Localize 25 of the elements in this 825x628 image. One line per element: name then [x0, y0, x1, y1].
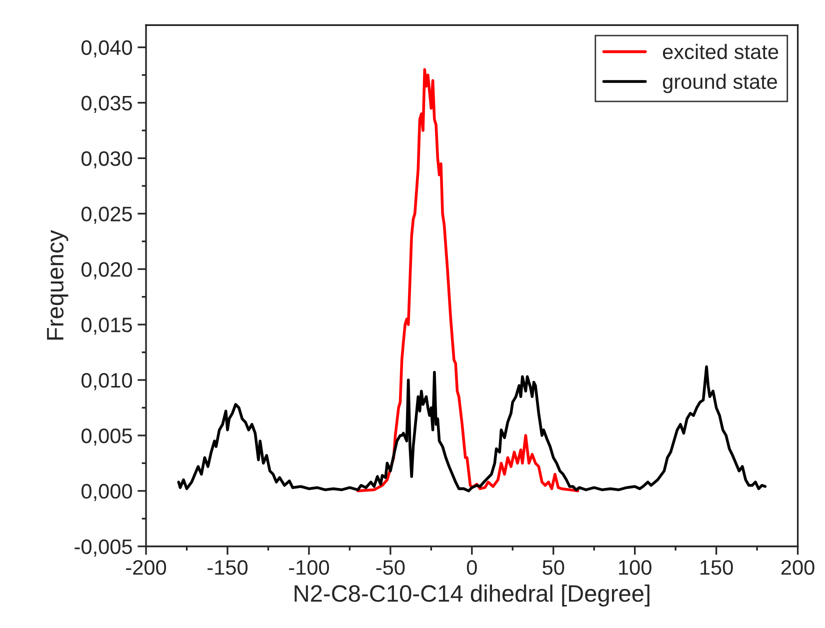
y-tick-label: 0,025 — [82, 206, 132, 224]
x-tick-label: 200 — [781, 560, 814, 575]
y-axis-title: Frequency — [47, 230, 68, 340]
x-tick-label: 150 — [700, 560, 733, 575]
x-tick-label: 50 — [542, 560, 564, 575]
y-tick-label: -0,005 — [74, 539, 132, 557]
line-series — [177, 365, 767, 492]
y-tick-label: 0,000 — [82, 484, 132, 502]
x-tick-label: 100 — [619, 560, 652, 575]
x-tick-label: 0 — [466, 560, 477, 575]
y-tick-label: 0,030 — [82, 151, 132, 168]
y-tick-label: 0,020 — [82, 262, 132, 280]
y-tick-label: 0,015 — [82, 318, 132, 335]
x-tick-label: -50 — [376, 560, 405, 575]
x-tick-label: -150 — [208, 560, 248, 575]
x-axis-title: N2-C8-C10-C14 dihedral [Degree] — [294, 584, 650, 607]
y-tick-label: 0,010 — [82, 373, 132, 390]
legend-label: ground state — [662, 74, 777, 94]
line-series — [356, 68, 580, 492]
y-tick-label: 0,005 — [82, 428, 132, 446]
x-tick-label: -200 — [126, 560, 166, 575]
x-tick-label: -100 — [289, 560, 329, 575]
y-tick-label: 0,040 — [82, 40, 132, 58]
y-tick-label: 0,035 — [82, 96, 132, 113]
legend-label: excited state — [662, 44, 778, 60]
